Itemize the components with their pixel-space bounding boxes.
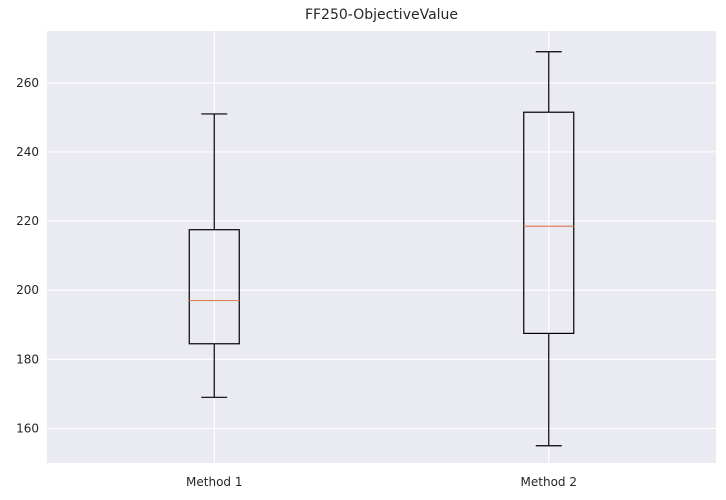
box-layer bbox=[188, 51, 575, 447]
tick-labels: 160 180 200 220 240 260 Method 1 Method 2 bbox=[16, 76, 577, 489]
y-tick-label: 200 bbox=[16, 283, 39, 297]
plot-area bbox=[47, 31, 716, 463]
y-tick-label: 220 bbox=[16, 214, 39, 228]
box-plot bbox=[188, 113, 240, 398]
box-plot bbox=[523, 51, 575, 447]
y-tick-label: 240 bbox=[16, 145, 39, 159]
box-iqr bbox=[188, 229, 240, 345]
y-tick-label: 260 bbox=[16, 76, 39, 90]
box-iqr bbox=[523, 111, 575, 335]
x-tick-label: Method 1 bbox=[186, 475, 242, 489]
x-tick-label: Method 2 bbox=[521, 475, 577, 489]
chart-title: FF250-ObjectiveValue bbox=[304, 7, 459, 23]
y-tick-label: 180 bbox=[16, 352, 39, 366]
y-tick-label: 160 bbox=[16, 421, 39, 435]
